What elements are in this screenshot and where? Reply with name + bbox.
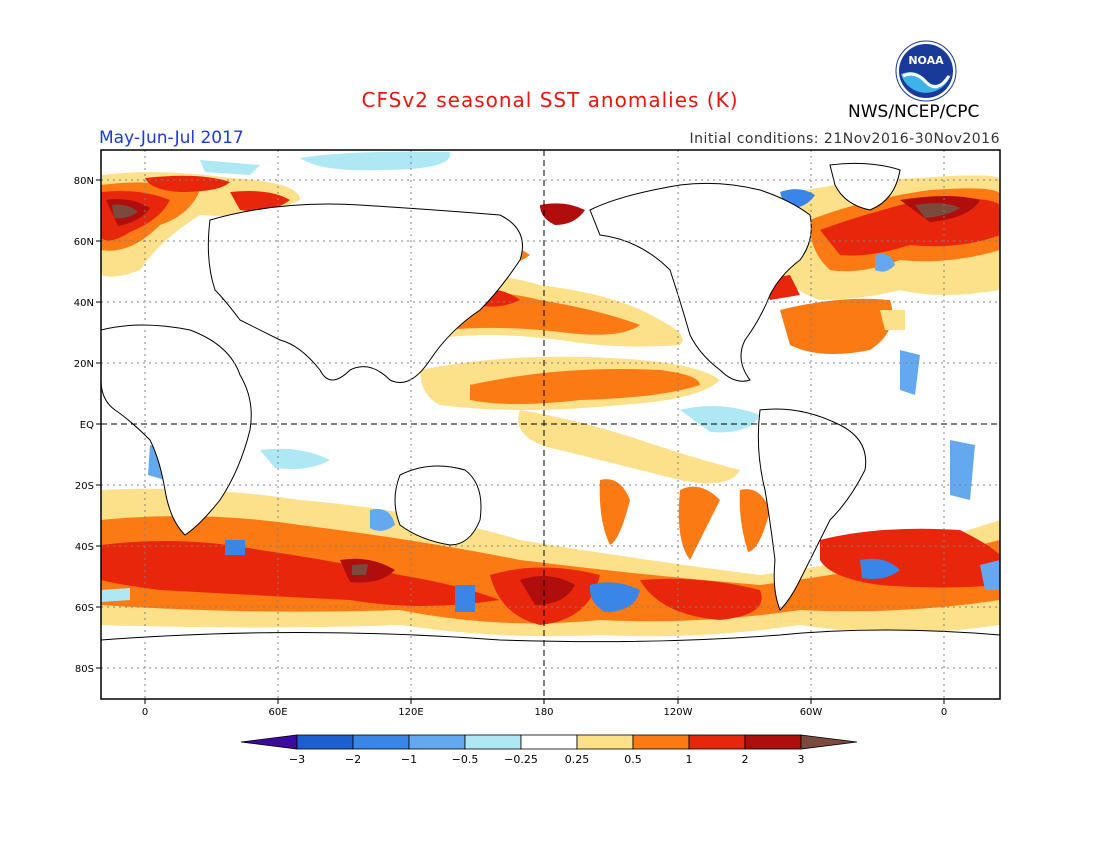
latitude-labels: 80N 60N 40N 20N EQ 20S 40S 60S 80S [74,176,94,675]
colorbar-swatch [296,734,354,750]
colorbar-swatch [464,734,522,750]
colorbar-swatch [632,734,690,750]
lat-label: 40N [74,298,94,309]
colorbar-label: −3 [289,753,305,766]
lat-label: 80S [75,664,94,675]
latitude-ticks [96,179,101,669]
longitude-labels: 0 60E 120E 180 120W 60W 0 [142,707,947,718]
colorbar-label: 1 [686,753,693,766]
lat-label: 40S [75,542,94,553]
colorbar-swatch [576,734,634,750]
lat-label: EQ [80,420,94,431]
initial-conditions: Initial conditions: 21Nov2016-30Nov2016 [689,131,1000,147]
southern-ocean-warm-belt [101,479,1000,637]
graticule [101,150,1000,699]
lat-label: 80N [74,176,94,187]
colorbar-swatch [408,734,466,750]
colorbar-labels: −3 −2 −1 −0.5 −0.25 0.25 0.5 1 2 3 [289,753,805,766]
colorbar-label: −2 [345,753,361,766]
logo-text: NOAA [908,54,944,67]
southern-cool-patches [101,509,1000,612]
colorbar-label: 3 [798,753,805,766]
colorbar-label: 0.5 [624,753,642,766]
colorbar-label: −0.5 [452,753,479,766]
colorbar-swatch [688,734,746,750]
equator-and-dateline [101,150,1000,699]
colorbar-legend [240,734,858,750]
lat-label: 60S [75,603,94,614]
colorbar-label: 2 [742,753,749,766]
noaa-logo-icon: NOAA [895,40,957,102]
agency-label: NWS/NCEP/CPC [848,102,980,122]
colorbar-low-arrow [240,734,298,750]
colorbar-label: −0.25 [504,753,538,766]
colorbar-swatch [520,734,578,750]
lon-label: 0 [941,707,947,718]
lon-label: 60E [268,707,287,718]
lat-label: 60N [74,237,94,248]
map-title: CFSv2 seasonal SST anomalies (K) [361,88,739,112]
lon-label: 60W [800,707,823,718]
lon-label: 0 [142,707,148,718]
colorbar-label: −1 [401,753,417,766]
tropical-pacific-warm-tongue [420,356,740,484]
north-atlantic-warm-region-east [760,175,1000,354]
lon-label: 180 [534,707,553,718]
lon-label: 120W [664,707,693,718]
arctic-cold-region [200,151,451,175]
colorbar-high-arrow [800,734,858,750]
colorbar-label: 0.25 [565,753,590,766]
longitude-ticks [144,699,945,704]
lat-label: 20N [74,359,94,370]
colorbar-swatch [352,734,410,750]
lat-label: 20S [75,481,94,492]
continents [101,162,1000,699]
forecast-period: May-Jun-Jul 2017 [99,128,244,148]
north-atlantic-warm-region [101,172,300,277]
colorbar-swatch [744,734,802,750]
lon-label: 120E [398,707,423,718]
